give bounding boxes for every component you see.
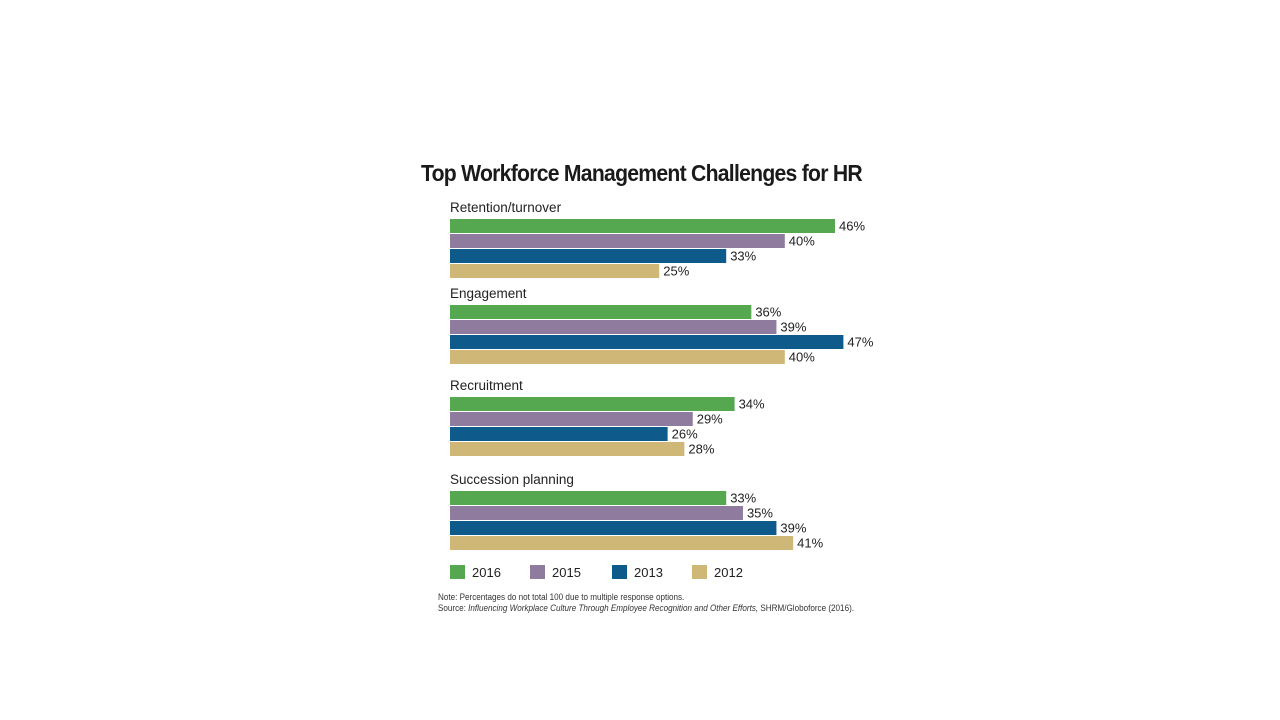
bar	[450, 249, 727, 263]
data-label: 39%	[780, 320, 806, 335]
bar	[450, 397, 735, 411]
data-label: 33%	[730, 249, 756, 264]
chart-title: Top Workforce Management Challenges for …	[421, 160, 863, 186]
bar	[450, 536, 794, 550]
legend-swatch	[450, 565, 465, 579]
legend-swatch	[530, 565, 545, 579]
data-label: 26%	[672, 427, 698, 442]
data-label: 35%	[747, 506, 773, 521]
data-label: 33%	[730, 491, 756, 506]
legend-swatch	[692, 565, 707, 579]
bar	[450, 491, 727, 505]
data-label: 29%	[697, 412, 723, 427]
legend-label: 2015	[552, 565, 581, 580]
bar	[450, 219, 836, 233]
data-label: 47%	[847, 335, 873, 350]
category-label: Recruitment	[450, 378, 523, 393]
legend-swatch	[612, 565, 627, 579]
bar	[450, 264, 660, 278]
data-label: 39%	[780, 521, 806, 536]
legend-label: 2016	[472, 565, 501, 580]
data-label: 40%	[789, 350, 815, 365]
bar	[450, 234, 785, 248]
legend-label: 2012	[714, 565, 743, 580]
note-text: Note: Percentages do not total 100 due t…	[438, 592, 685, 602]
category-label: Engagement	[450, 286, 527, 301]
source-text: Source: Influencing Workplace Culture Th…	[438, 603, 855, 613]
bar	[450, 506, 743, 520]
bar	[450, 412, 693, 426]
bar	[450, 350, 785, 364]
bar	[450, 305, 752, 319]
bar	[450, 427, 668, 441]
data-label: 46%	[839, 219, 865, 234]
data-label: 28%	[688, 442, 714, 457]
data-label: 41%	[797, 536, 823, 551]
data-label: 25%	[663, 264, 689, 279]
bar	[450, 442, 685, 456]
bar	[450, 320, 777, 334]
legend-label: 2013	[634, 565, 663, 580]
chart-footnote: Note: Percentages do not total 100 due t…	[438, 592, 854, 614]
category-label: Succession planning	[450, 472, 574, 487]
data-label: 40%	[789, 234, 815, 249]
bar	[450, 521, 777, 535]
data-label: 36%	[755, 305, 781, 320]
data-label: 34%	[739, 397, 765, 412]
category-label: Retention/turnover	[450, 200, 562, 215]
bar	[450, 335, 844, 349]
